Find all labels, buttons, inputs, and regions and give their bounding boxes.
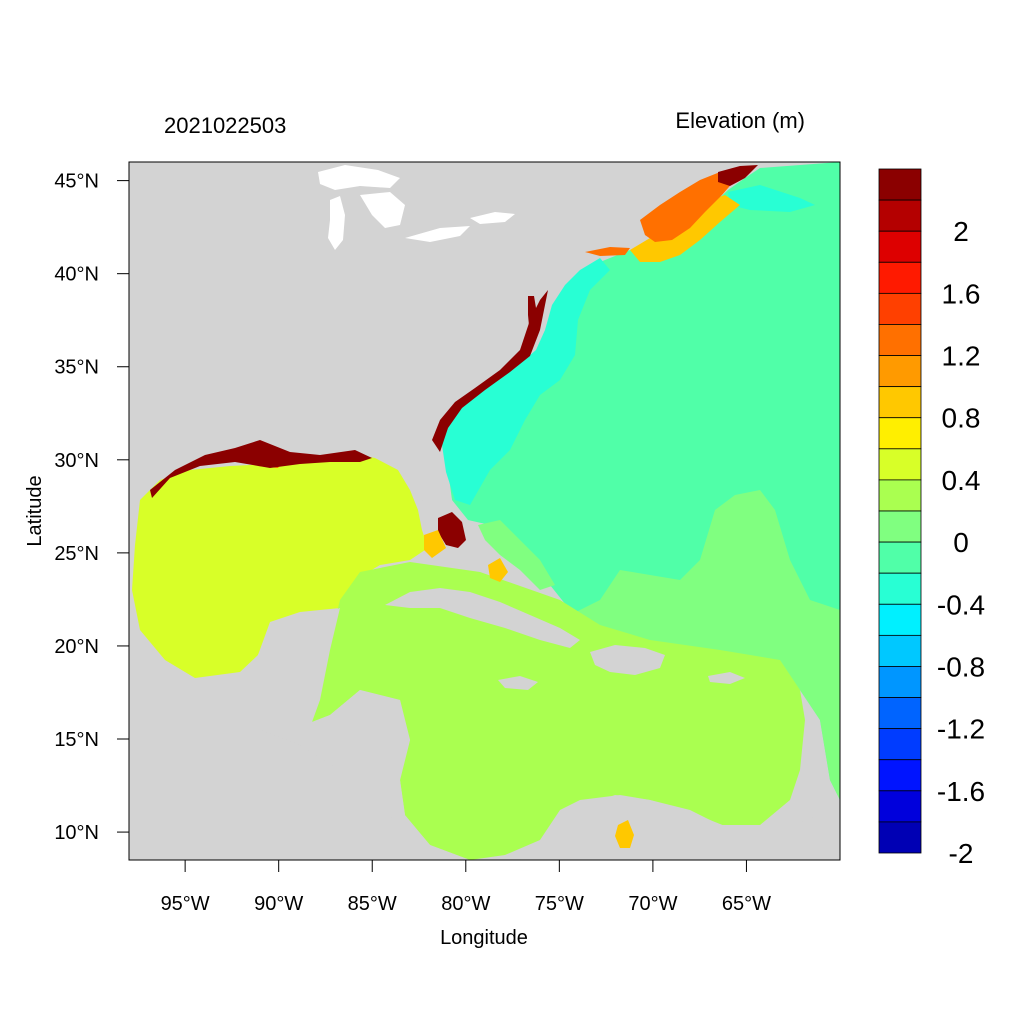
colorbar-bin (878, 572, 922, 605)
colorbar-tick-label: 1.6 (942, 278, 981, 309)
colorbar-tick-label: 0.8 (942, 403, 981, 434)
y-tick-label: 35°N (54, 357, 99, 379)
y-tick-label: 25°N (54, 543, 99, 565)
surge-florida-bay (424, 530, 446, 558)
jamaica-island (498, 676, 538, 690)
x-axis-label: Longitude (440, 927, 528, 949)
y-tick-label: 45°N (54, 171, 99, 193)
y-tick-label: 30°N (54, 450, 99, 472)
lake-huron (360, 192, 405, 228)
lake-michigan (328, 196, 345, 250)
caribbean-sea (312, 562, 805, 860)
y-tick-label: 15°N (54, 729, 99, 751)
timestamp-label: 2021022503 (164, 113, 286, 138)
colorbar-tick-label: 0.4 (942, 465, 981, 496)
surge-gulf-of-maine-mid (640, 172, 735, 242)
colorbar-bin (878, 541, 922, 574)
colorbar-labels: 2 1.6 1.2 0.8 0.4 0 -0.4 -0.8 -1.2 -1.6 -2 (937, 216, 985, 869)
colorbar (878, 168, 922, 854)
x-tick-label: 90°W (254, 893, 303, 915)
x-axis: 95°W 90°W 85°W 80°W 75°W 70°W 65°W (161, 860, 771, 915)
gulf-of-mexico (132, 452, 428, 678)
bahamas-bank (478, 520, 555, 590)
colorbar-tick-label: 1.2 (942, 341, 981, 372)
colorbar-bin (878, 479, 922, 512)
surge-atlantic-fringe (432, 290, 548, 452)
colorbar-bin (878, 386, 922, 419)
south-america-coast (520, 795, 840, 860)
x-tick-label: 70°W (628, 893, 677, 915)
y-tick-label: 40°N (54, 264, 99, 286)
colorbar-bin (878, 821, 922, 854)
colorbar-bin (878, 603, 922, 636)
colorbar-bin (878, 355, 922, 388)
colorbar-bin (878, 448, 922, 481)
variable-title: Elevation (m) (675, 108, 805, 133)
colorbar-bin (878, 728, 922, 761)
map-frame (128, 161, 841, 861)
colorbar-bin (878, 199, 922, 232)
colorbar-bin (878, 324, 922, 356)
colorbar-bin (878, 230, 922, 263)
colorbar-bin (878, 759, 922, 792)
colorbar-bin (878, 417, 922, 450)
x-tick-label: 65°W (722, 893, 771, 915)
chesapeake-bay (528, 296, 538, 340)
colorbar-tick-label: 0 (953, 527, 969, 558)
puerto-rico-island (708, 672, 745, 684)
colorbar-bin (878, 697, 922, 730)
continental-shelf (442, 258, 610, 505)
y-tick-label: 10°N (54, 822, 99, 844)
surge-florida-southwest (438, 512, 466, 548)
yucatan-central-america (129, 608, 520, 860)
cay-sal-bank (488, 558, 508, 582)
x-tick-label: 75°W (535, 893, 584, 915)
surge-gulf-coast-fringe (150, 440, 372, 498)
lake-erie (405, 226, 470, 242)
colorbar-tick-label: -1.6 (937, 776, 985, 807)
map-panel (129, 162, 840, 860)
colorbar-bin (878, 510, 922, 543)
colorbar-bin (878, 292, 922, 325)
surge-long-island-sound (585, 247, 630, 256)
colorbar-bin (878, 666, 922, 698)
colorbar-bin (878, 168, 922, 201)
nova-scotia-shelf (728, 185, 815, 212)
x-tick-label: 85°W (348, 893, 397, 915)
colorbar-bin (878, 261, 922, 294)
cuba-island (385, 588, 580, 648)
y-axis-label: Latitude (24, 475, 46, 546)
colorbar-tick-label: -1.2 (937, 714, 985, 745)
x-tick-label: 80°W (441, 893, 490, 915)
colorbar-tick-label: 2 (953, 216, 969, 247)
surge-bay-of-fundy (718, 165, 758, 186)
lake-maracaibo (615, 820, 634, 848)
colorbar-bin (878, 790, 922, 823)
colorbar-bin (878, 634, 922, 667)
lake-superior (318, 165, 400, 190)
y-tick-label: 20°N (54, 636, 99, 658)
colorbar-tick-label: -0.4 (937, 589, 985, 620)
x-tick-label: 95°W (161, 893, 210, 915)
y-axis: 45°N 40°N 35°N 30°N 25°N 20°N 15°N 10°N (54, 171, 129, 844)
lake-ontario (470, 212, 515, 224)
atlantic-central-band (570, 490, 840, 800)
colorbar-tick-label: -2 (949, 838, 974, 869)
colorbar-tick-label: -0.8 (937, 651, 985, 682)
hispaniola-island (590, 645, 665, 675)
